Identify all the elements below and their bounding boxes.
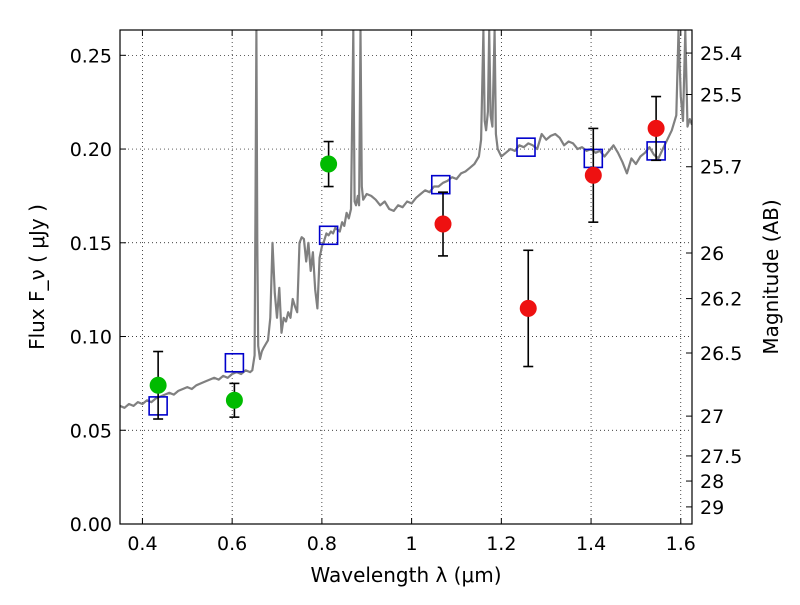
mag-tick-label: 27.5 (700, 446, 742, 468)
observed-flux-point (225, 391, 243, 409)
x-tick-label: 1.2 (486, 533, 516, 555)
mag-tick-label: 26.2 (700, 289, 742, 311)
y-tick-label: 0.10 (70, 327, 112, 349)
plot-frame (119, 29, 693, 525)
y-tick-label: 0.25 (70, 45, 112, 67)
y-axis-label: Flux F_ν ( μJy ) (25, 204, 49, 350)
observed-flux-point (647, 119, 665, 137)
mag-tick-label: 27 (700, 406, 724, 428)
x-tick-label: 1 (406, 533, 418, 555)
y-tick-label: 0.05 (70, 420, 112, 442)
y-tick-label: 0.20 (70, 139, 112, 161)
x-tick-label: 1.4 (576, 533, 606, 555)
grid-lines (120, 30, 692, 524)
model-photometry-square (318, 225, 339, 246)
mag-tick-label: 26 (700, 243, 724, 265)
observed-flux-point (320, 155, 338, 173)
right-axis-label: Magnitude (AB) (759, 199, 783, 354)
mag-tick-label: 28 (700, 471, 724, 493)
observed-flux-point (584, 166, 602, 184)
axis-ticks: 0.4 0.6 0.8 1 1.2 1.4 1.6 0.00 0.05 0.10 0.15 0.20 0… (70, 30, 742, 555)
x-tick-label: 1.6 (666, 533, 696, 555)
y-tick-label: 0.15 (70, 233, 112, 255)
x-tick-label: 0.4 (127, 533, 157, 555)
plot-area (120, 30, 692, 420)
mag-tick-label: 25.5 (700, 84, 742, 106)
x-tick-label: 0.8 (307, 533, 337, 555)
mag-tick-label: 25.7 (700, 157, 742, 179)
mag-tick-label: 29 (700, 497, 724, 519)
model-photometry-square (224, 352, 245, 373)
model-photometry-square (430, 174, 451, 195)
mag-tick-label: 26.5 (700, 343, 742, 365)
x-tick-label: 0.6 (217, 533, 247, 555)
mag-tick-label: 25.4 (700, 43, 742, 65)
observed-flux-point (434, 215, 452, 233)
observed-flux-point (149, 376, 167, 394)
model-photometry-square (516, 137, 536, 157)
model-spectrum-line (120, 30, 692, 409)
x-axis-label: Wavelength λ (μm) (310, 563, 501, 587)
y-tick-label: 0.00 (70, 514, 112, 536)
observed-flux-point (519, 299, 537, 317)
